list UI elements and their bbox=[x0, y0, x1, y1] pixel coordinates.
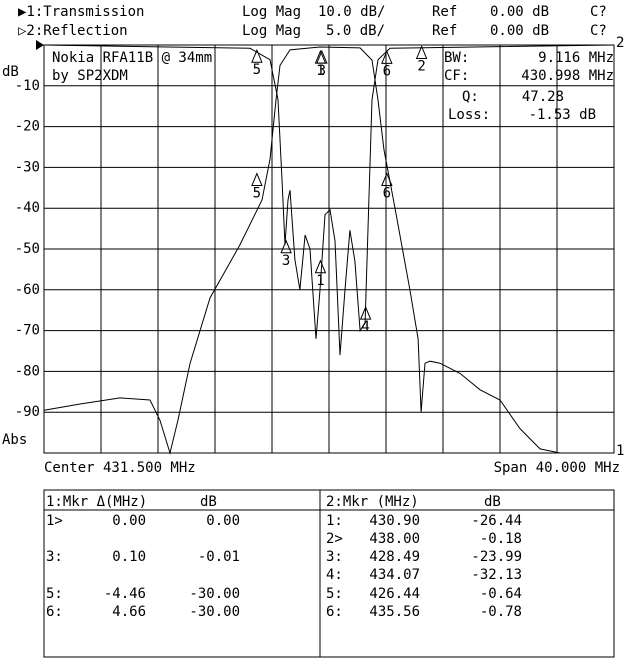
marker bbox=[314, 259, 327, 274]
trace bbox=[43, 44, 615, 356]
center-label: Center 431.500 MHz bbox=[44, 460, 196, 476]
y-tick-label: -20 bbox=[15, 119, 40, 135]
table-cell: 2> bbox=[326, 531, 343, 547]
table-header: 2:Mkr (MHz) bbox=[326, 494, 419, 510]
table-cell: 6: bbox=[326, 604, 343, 620]
marker-label: 1 bbox=[316, 63, 324, 79]
header-text: 10.0 dB/ bbox=[318, 4, 385, 20]
table-cell: -26.44 bbox=[471, 513, 522, 529]
y-tick-label: -60 bbox=[15, 282, 40, 298]
marker-label: 6 bbox=[383, 63, 391, 79]
marker-label: 3 bbox=[282, 253, 290, 269]
y-tick-label: -70 bbox=[15, 323, 40, 339]
table-cell: 6: bbox=[46, 604, 63, 620]
marker bbox=[381, 50, 393, 64]
y-sublabel: Abs bbox=[2, 432, 27, 448]
table-cell: 428.49 bbox=[369, 549, 420, 565]
info-key: CF: bbox=[444, 68, 469, 84]
info-value: 47.28 bbox=[522, 89, 564, 105]
table-cell: 438.00 bbox=[369, 531, 420, 547]
table-cell: -4.46 bbox=[104, 586, 146, 602]
marker bbox=[280, 239, 292, 254]
table-cell: 1: bbox=[326, 513, 343, 529]
marker bbox=[251, 172, 263, 187]
table-cell: 5: bbox=[46, 586, 63, 602]
table-cell: -32.13 bbox=[471, 567, 522, 583]
header-text: ▶1:Transmission bbox=[18, 4, 144, 20]
info-key: BW: bbox=[444, 50, 469, 66]
table-cell: 4: bbox=[326, 567, 343, 583]
marker-label: 2 bbox=[417, 58, 425, 74]
marker bbox=[316, 49, 328, 64]
table-cell: -23.99 bbox=[471, 549, 522, 565]
header-text: 0.00 dB bbox=[490, 4, 549, 20]
info-key: Loss: bbox=[448, 107, 490, 123]
table-cell: -0.64 bbox=[480, 586, 522, 602]
table-cell: 434.07 bbox=[369, 567, 420, 583]
marker-label: 1 bbox=[316, 273, 324, 289]
y-tick-label: -50 bbox=[15, 241, 40, 257]
table-cell: 430.90 bbox=[369, 513, 420, 529]
table-cell: 5: bbox=[326, 586, 343, 602]
info-value: 430.998 MHz bbox=[521, 68, 614, 84]
info-title: Nokia RFA11B @ 34mm bbox=[52, 50, 212, 66]
table-cell: -0.78 bbox=[480, 604, 522, 620]
info-key: Q: bbox=[462, 89, 479, 105]
header-text: 5.0 dB/ bbox=[326, 23, 385, 39]
y-label: dB bbox=[2, 64, 19, 80]
table-cell: 0.10 bbox=[112, 549, 146, 565]
trace-end-label: 2 bbox=[616, 35, 624, 51]
marker-table bbox=[43, 489, 615, 658]
table-cell: 3: bbox=[46, 549, 63, 565]
marker bbox=[251, 48, 263, 63]
span-label: Span 40.000 MHz bbox=[494, 460, 620, 476]
header-text: Ref bbox=[432, 23, 457, 39]
table-cell: -30.00 bbox=[189, 604, 240, 620]
table-cell: 0.00 bbox=[206, 513, 240, 529]
marker bbox=[381, 172, 393, 187]
table-cell: 3: bbox=[326, 549, 343, 565]
table-cell: 4.66 bbox=[112, 604, 146, 620]
marker bbox=[415, 45, 428, 59]
table-cell: 426.44 bbox=[369, 586, 420, 602]
marker-label: 5 bbox=[253, 62, 261, 78]
header-text: Log Mag bbox=[242, 4, 301, 20]
trace-end-label: 1 bbox=[616, 443, 624, 459]
header-text: Log Mag bbox=[242, 23, 301, 39]
marker-label: 4 bbox=[361, 319, 369, 335]
header-text: ▷2:Reflection bbox=[18, 23, 128, 39]
ref-arrow bbox=[36, 40, 44, 50]
marker bbox=[359, 305, 372, 320]
y-tick-label: -10 bbox=[15, 78, 40, 94]
info-value: 9.116 MHz bbox=[538, 50, 614, 66]
table-cell: -0.18 bbox=[480, 531, 522, 547]
info-author: by SP2XDM bbox=[52, 68, 128, 84]
table-header: dB bbox=[484, 494, 501, 510]
header-text: C? bbox=[590, 4, 607, 20]
info-value: -1.53 dB bbox=[529, 107, 596, 123]
y-tick-label: -40 bbox=[15, 200, 40, 216]
marker-label: 3 bbox=[318, 63, 326, 79]
header-text: 0.00 dB bbox=[490, 23, 549, 39]
y-tick-label: -80 bbox=[15, 363, 40, 379]
table-cell: 1> bbox=[46, 513, 63, 529]
header-text: C? bbox=[590, 23, 607, 39]
header-text: Ref bbox=[432, 4, 457, 20]
table-cell: 435.56 bbox=[369, 604, 420, 620]
y-tick-label: -30 bbox=[15, 159, 40, 175]
marker-label: 6 bbox=[383, 186, 391, 202]
table-header: 1:Mkr Δ(MHz) bbox=[46, 494, 147, 510]
table-cell: -30.00 bbox=[189, 586, 240, 602]
y-tick-label: -90 bbox=[15, 404, 40, 420]
table-cell: -0.01 bbox=[198, 549, 240, 565]
table-header: dB bbox=[200, 494, 217, 510]
marker-label: 5 bbox=[253, 186, 261, 202]
table-cell: 0.00 bbox=[112, 513, 146, 529]
trace bbox=[43, 46, 614, 455]
